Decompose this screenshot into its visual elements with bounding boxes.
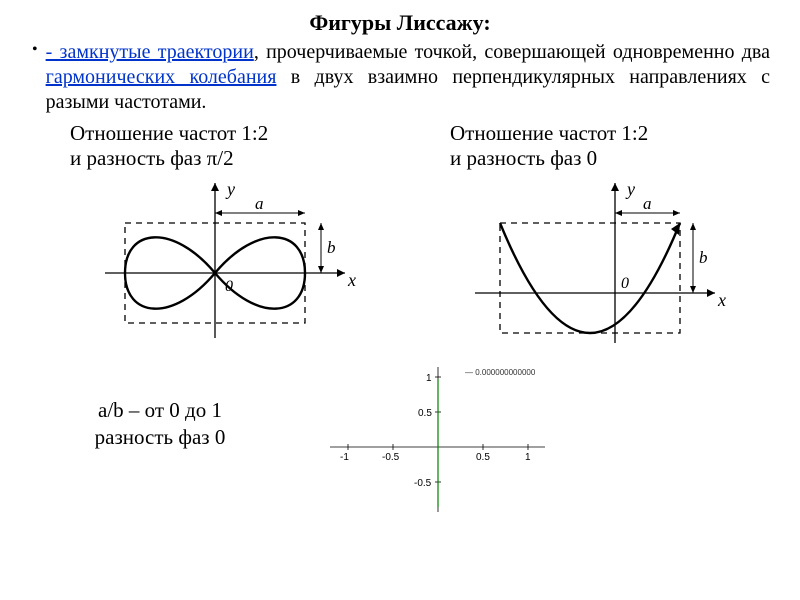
x-axis-label-r: x	[717, 290, 726, 310]
a-label-r: a	[643, 194, 652, 213]
page-title: Фигуры Лиссажу:	[30, 10, 770, 36]
link-harmonic-oscillation[interactable]: гармонических колебания	[46, 66, 277, 88]
tick-xn05: -0.5	[382, 452, 400, 463]
origin-label: 0	[225, 278, 233, 295]
b-label-r: b	[699, 248, 708, 267]
x-axis-label: x	[347, 270, 356, 290]
a-label: a	[255, 194, 264, 213]
tick-y1: 1	[426, 373, 432, 384]
tick-x05: 0.5	[476, 452, 490, 463]
lower-line1: a/b – от 0 до 1	[30, 397, 290, 423]
caption-right-line2: и разность фаз 0	[450, 146, 750, 171]
caption-right-line1: Отношение частот 1:2	[450, 121, 750, 146]
caption-left-line2: и разность фаз π/2	[70, 146, 370, 171]
b-label: b	[327, 238, 336, 257]
corner-readout: — 0.000000000000	[465, 368, 536, 377]
figure-lissajou-right: y x 0 a b	[435, 173, 735, 353]
tick-x1: 1	[525, 452, 531, 463]
bullet-icon: •	[30, 40, 38, 60]
figure-lissajou-left: y x 0 a b	[65, 173, 365, 353]
origin-label-r: 0	[621, 275, 629, 292]
link-closed-trajectories[interactable]: - замкнутые траектории	[46, 41, 254, 63]
definition-text-1: , прочерчиваемые точкой, совершающей одн…	[254, 41, 770, 63]
caption-right: Отношение частот 1:2 и разность фаз 0	[450, 121, 750, 171]
lower-line2: разность фаз 0	[30, 424, 290, 450]
tick-yn05: -0.5	[414, 478, 432, 489]
lower-caption: a/b – от 0 до 1 разность фаз 0	[30, 357, 290, 450]
y-axis-label-r: y	[625, 179, 635, 199]
definition-paragraph: • - замкнутые траектории, прочерчиваемые…	[30, 40, 770, 115]
caption-left-line1: Отношение частот 1:2	[70, 121, 370, 146]
caption-left: Отношение частот 1:2 и разность фаз π/2	[70, 121, 370, 171]
tick-xn1: -1	[340, 452, 349, 463]
y-axis-label: y	[225, 179, 235, 199]
small-empty-plot: -1 -0.5 0.5 1 1 0.5 -0.5 — 0.00000000000…	[310, 357, 560, 517]
tick-y05: 0.5	[418, 408, 432, 419]
